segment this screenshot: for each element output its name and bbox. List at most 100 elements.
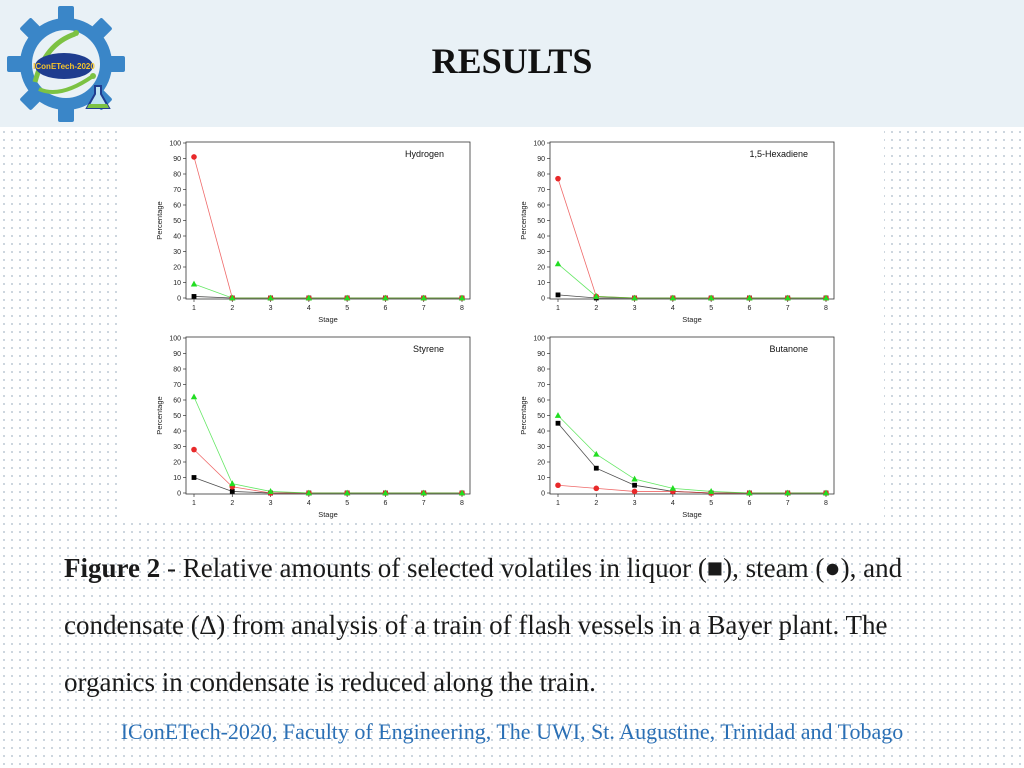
y-tick-label: 30 xyxy=(537,444,545,451)
x-tick-label: 7 xyxy=(422,305,426,312)
y-tick-label: 30 xyxy=(173,444,181,451)
data-point-triangle xyxy=(458,294,466,301)
x-tick-label: 1 xyxy=(556,305,560,312)
data-point-square xyxy=(191,294,197,299)
y-tick-label: 80 xyxy=(173,172,181,179)
data-point-square xyxy=(191,475,197,480)
x-tick-label: 5 xyxy=(345,305,349,312)
y-tick-label: 100 xyxy=(533,336,545,343)
y-tick-label: 20 xyxy=(173,265,181,272)
series-line-triangle xyxy=(557,415,826,494)
data-point-triangle xyxy=(458,489,466,496)
data-point-square xyxy=(555,420,561,426)
x-tick-label: 2 xyxy=(594,500,598,507)
data-point-square xyxy=(632,482,637,488)
y-tick-label: 60 xyxy=(537,203,545,210)
data-point-triangle xyxy=(267,294,274,301)
y-axis-label: Percentage xyxy=(519,396,528,434)
data-point-circle xyxy=(593,485,600,492)
data-point-triangle xyxy=(305,489,313,496)
footer-text: IConETech-2020, Faculty of Engineering, … xyxy=(120,719,904,744)
data-point-triangle xyxy=(707,294,715,301)
y-tick-label: 20 xyxy=(537,460,545,467)
data-point-triangle xyxy=(631,294,638,301)
y-tick-label: 0 xyxy=(177,296,181,303)
data-point-square xyxy=(555,292,561,298)
x-tick-label: 1 xyxy=(556,500,560,507)
y-tick-label: 60 xyxy=(173,398,181,405)
data-point-triangle xyxy=(707,488,715,494)
data-point-circle xyxy=(191,154,197,160)
data-point-triangle xyxy=(746,489,753,496)
flask-icon xyxy=(85,85,111,109)
data-point-circle xyxy=(631,488,638,495)
plot-frame xyxy=(549,141,835,300)
data-point-triangle xyxy=(822,294,830,301)
y-tick-label: 10 xyxy=(173,475,181,482)
data-point-triangle xyxy=(784,294,791,301)
x-tick-label: 4 xyxy=(307,305,311,312)
x-axis-label: Stage xyxy=(318,510,338,519)
y-tick-label: 80 xyxy=(537,172,545,179)
data-point-triangle xyxy=(229,294,236,301)
data-point-triangle xyxy=(305,294,313,301)
x-tick-label: 4 xyxy=(671,500,675,507)
y-tick-label: 90 xyxy=(537,351,545,358)
logo-center xyxy=(35,53,93,79)
page-title: RESULTS xyxy=(431,41,593,81)
data-point-triangle xyxy=(669,484,677,491)
y-tick-label: 50 xyxy=(173,413,181,420)
data-point-triangle xyxy=(382,294,389,301)
y-tick-label: 80 xyxy=(537,367,545,374)
y-tick-label: 60 xyxy=(537,398,545,405)
figure-panel: 0 10 20 30 40 50 60 70 80 90 100 1 2 3 4 5 6 7 8 Stage Perce… xyxy=(120,128,884,523)
y-tick-label: 30 xyxy=(173,249,181,256)
y-tick-label: 50 xyxy=(173,218,181,225)
y-tick-label: 10 xyxy=(537,280,545,287)
x-tick-label: 4 xyxy=(307,500,311,507)
x-tick-label: 8 xyxy=(460,500,464,507)
chart-svg: 0 10 20 30 40 50 60 70 80 90 100 1 2 3 4 5 6 7 8 Stage Perce… xyxy=(155,336,471,519)
caption-text: - Relative amounts of selected volatiles… xyxy=(64,553,903,697)
data-point-triangle xyxy=(822,489,830,496)
y-tick-label: 40 xyxy=(173,234,181,241)
y-axis-label: Percentage xyxy=(155,396,164,434)
y-tick-label: 50 xyxy=(537,413,545,420)
data-point-triangle xyxy=(343,294,351,301)
y-tick-label: 40 xyxy=(537,234,545,241)
chart-title: 1,5-Hexadiene xyxy=(749,149,808,159)
y-tick-label: 10 xyxy=(173,280,181,287)
y-tick-label: 40 xyxy=(537,429,545,436)
data-point-triangle xyxy=(554,412,562,418)
data-point-circle xyxy=(191,446,197,453)
y-tick-label: 0 xyxy=(177,491,181,498)
chart-svg: 0 10 20 30 40 50 60 70 80 90 100 1 2 3 4 5 6 7 8 Stage Perce… xyxy=(519,336,835,519)
data-point-triangle xyxy=(631,475,638,482)
series-line-triangle xyxy=(557,263,826,299)
x-tick-label: 1 xyxy=(192,500,196,507)
caption-label: Figure 2 xyxy=(64,553,161,583)
data-point-square xyxy=(593,465,599,471)
data-point-triangle xyxy=(420,294,427,301)
data-point-triangle xyxy=(267,488,274,494)
x-tick-label: 2 xyxy=(230,305,234,312)
data-point-triangle xyxy=(229,480,236,487)
x-tick-label: 3 xyxy=(633,500,637,507)
x-tick-label: 6 xyxy=(383,305,387,312)
x-tick-label: 5 xyxy=(709,500,713,507)
series-line-triangle xyxy=(193,396,462,494)
chart-title: Butanone xyxy=(769,344,808,354)
data-point-triangle xyxy=(190,280,198,287)
chart-svg: 0 10 20 30 40 50 60 70 80 90 100 1 2 3 4 5 6 7 8 Stage Perce… xyxy=(519,141,835,324)
chart-title: Hydrogen xyxy=(405,149,444,159)
logo-text: IConETech-2020 xyxy=(33,62,95,71)
chart-title: Styrene xyxy=(413,344,444,354)
y-tick-label: 0 xyxy=(541,296,545,303)
data-point-triangle xyxy=(420,489,427,496)
plot-frame xyxy=(185,141,471,300)
chart-styrene: 0 10 20 30 40 50 60 70 80 90 100 1 2 3 4 5 6 7 8 Stage Perce… xyxy=(152,331,472,521)
series-line-circle xyxy=(193,156,462,299)
x-tick-label: 4 xyxy=(671,305,675,312)
y-tick-label: 0 xyxy=(541,491,545,498)
plot-frame xyxy=(549,336,835,495)
